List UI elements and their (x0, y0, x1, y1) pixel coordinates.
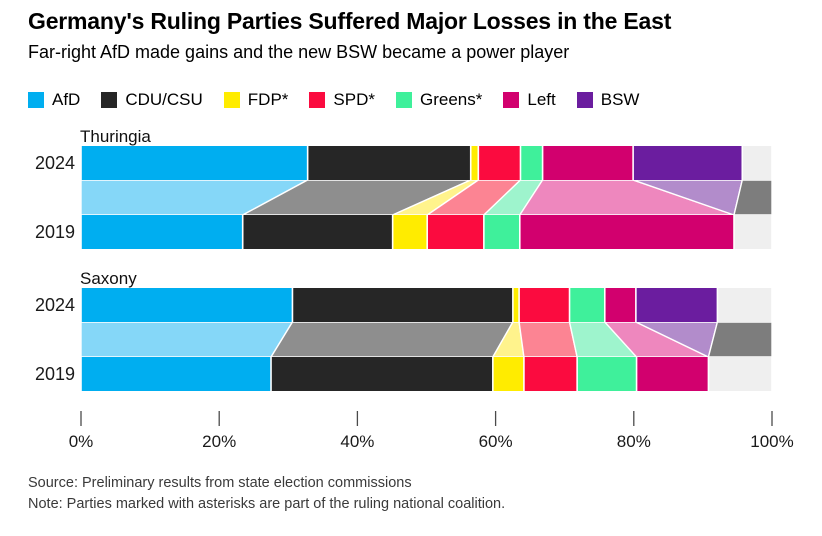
flow-thuringia-fdp (392, 179, 481, 216)
axis-tick-label: 80% (617, 432, 651, 451)
legend-item-fdp: FDP* (223, 90, 289, 110)
flow-thuringia-spd (424, 179, 523, 216)
bar-saxony-2024-fdp (513, 288, 519, 322)
afd-swatch-icon (28, 92, 44, 108)
flow-saxony-spd (518, 321, 579, 358)
bar-saxony-2019-fdp (493, 357, 524, 391)
axis-tick-label: 20% (202, 432, 236, 451)
left-swatch-icon (503, 92, 520, 108)
bar-saxony-2024-greens (570, 288, 604, 322)
legend-item-bsw: BSW (576, 90, 640, 110)
bar-thuringia-2024-spd (479, 146, 520, 180)
bar-thuringia-2019-greens (484, 215, 519, 249)
legend-item-afd: AfD (28, 90, 80, 110)
axis-tick-label: 60% (479, 432, 513, 451)
page-title: Germany's Ruling Parties Suffered Major … (28, 8, 672, 34)
bsw-swatch-icon (576, 92, 593, 108)
bar-saxony-2024-afd (81, 288, 292, 322)
bar-thuringia-2024-fdp (471, 146, 478, 180)
bar-saxony-2024-other (718, 288, 772, 322)
legend-label-afd: AfD (52, 90, 81, 109)
bar-thuringia-2019-fdp (393, 215, 427, 249)
legend-label-left: Left (527, 90, 556, 109)
bar-thuringia-2024-greens (521, 146, 542, 180)
bar-thuringia-2019-other (734, 215, 772, 249)
legend: AfD CDU/CSU FDP* SPD* Greens* Left BSW (28, 90, 639, 110)
flow-saxony-cducsu (269, 321, 515, 358)
coalition-note: Note: Parties marked with asterisks are … (28, 496, 506, 512)
state-label-thuringia: Thuringia (80, 127, 151, 146)
legend-item-cducsu: CDU/CSU (101, 90, 203, 110)
footer: Source: Preliminary results from state e… (28, 473, 505, 515)
bar-thuringia-2024-cducsu (308, 146, 470, 180)
axis-tick-label: 0% (69, 432, 94, 451)
year-label-saxony-2019: 2019 (35, 364, 75, 384)
axis-tick-label: 40% (340, 432, 374, 451)
year-label-thuringia-2019: 2019 (35, 222, 75, 242)
chart-canvas: Thuringia 2024 2019 Saxony 2024 2019 0% 20% 40% 6… (35, 127, 794, 451)
legend-label-bsw: BSW (600, 90, 640, 109)
year-label-thuringia-2024: 2024 (35, 153, 75, 173)
legend-label-cducsu: CDU/CSU (125, 90, 203, 109)
flow-thuringia-left (518, 179, 735, 216)
bar-thuringia-2024-left (543, 146, 633, 180)
legend-label-fdp: FDP* (247, 90, 289, 109)
greens-swatch-icon (396, 92, 412, 108)
bar-thuringia-2019-afd (81, 215, 242, 249)
page-subtitle: Far-right AfD made gains and the new BSW… (28, 42, 570, 62)
spd-swatch-icon (309, 92, 326, 108)
bar-saxony-2024-bsw (636, 288, 717, 322)
flow-saxony-other (707, 321, 773, 358)
legend-item-greens: Greens* (396, 90, 482, 110)
bar-thuringia-2024-bsw (633, 146, 742, 180)
fdp-swatch-icon (223, 92, 240, 108)
bar-saxony-2019-afd (81, 357, 271, 391)
source-note: Source: Preliminary results from state e… (28, 475, 412, 491)
bar-thuringia-2019-left (520, 215, 734, 249)
bar-thuringia-2019-spd (427, 215, 484, 249)
flow-saxony-afd (80, 321, 294, 358)
state-label-saxony: Saxony (80, 269, 137, 288)
legend-label-spd: SPD* (333, 90, 375, 109)
flow-thuringia-afd (80, 179, 308, 216)
bar-thuringia-2019-cducsu (243, 215, 392, 249)
flow-saxony-left (603, 321, 709, 358)
bar-saxony-2024-cducsu (293, 288, 513, 322)
year-label-saxony-2024: 2024 (35, 295, 75, 315)
bar-saxony-2019-spd (524, 357, 577, 391)
legend-item-left: Left (503, 90, 556, 110)
bar-thuringia-2024-other (743, 146, 772, 180)
flow-thuringia-greens (482, 179, 544, 216)
flow-saxony-greens (568, 321, 639, 358)
flow-thuringia-bsw (632, 179, 744, 216)
axis-tick-label: 100% (750, 432, 793, 451)
legend-label-greens: Greens* (420, 90, 483, 109)
bar-saxony-2024-spd (519, 288, 569, 322)
cducsu-swatch-icon (101, 92, 118, 108)
flow-thuringia-cducsu (242, 179, 472, 216)
legend-item-spd: SPD* (309, 90, 375, 110)
bar-saxony-2019-other (709, 357, 772, 391)
flow-saxony-bsw (635, 321, 719, 359)
bar-thuringia-2024-afd (81, 146, 307, 180)
flow-thuringia-other (733, 179, 773, 216)
bar-saxony-2019-left (637, 357, 708, 391)
bar-saxony-2019-greens (577, 357, 636, 391)
flow-saxony-fdp (491, 321, 525, 358)
bar-saxony-2024-left (605, 288, 636, 322)
bar-saxony-2019-cducsu (271, 357, 493, 391)
